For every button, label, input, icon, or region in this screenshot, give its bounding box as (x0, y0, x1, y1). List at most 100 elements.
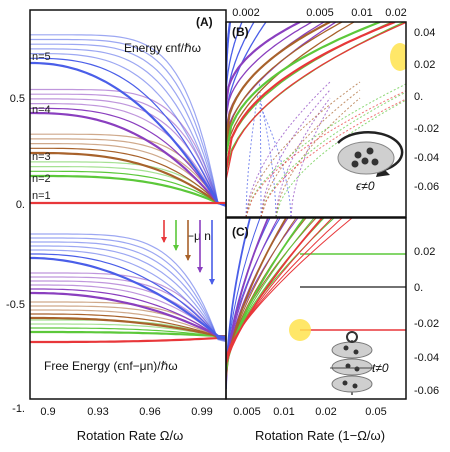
panel-b-frame (225, 21, 407, 218)
b-dotted-0-1 (259, 90, 262, 217)
energy-curve-n5-2 (30, 53, 226, 207)
arrow-head-4 (209, 279, 215, 285)
c-curve-0-1 (226, 218, 261, 387)
energy-curve-n4-0 (30, 111, 226, 206)
energy-curve-n4-1 (30, 107, 226, 206)
b-ytick-neg0.04: -0.04 (414, 152, 439, 164)
free-energy-curve-n3-0 (30, 316, 226, 338)
b-xtick-0.02: 0.02 (385, 7, 406, 19)
arrow-head-1 (173, 245, 179, 251)
energy-curve-n2-1 (30, 170, 226, 205)
energy-curve-n5-0 (30, 61, 226, 207)
a-ytick-0.5: 0.5 (10, 93, 25, 105)
level-label-n3: n=3 (32, 151, 51, 163)
panel-c-frame (225, 217, 407, 400)
arrow-head-0 (161, 237, 167, 243)
energy-curve-n5-4 (30, 43, 226, 207)
free-energy-curve-n2-0 (30, 330, 226, 338)
energy-curve-n4-4 (30, 93, 226, 206)
c-curve-0-0 (226, 218, 251, 390)
energy-curve-n5-3 (30, 48, 226, 207)
level-label-n1: n=1 (32, 190, 51, 202)
c-curve-3-0 (226, 218, 305, 372)
b-dotted-1-3 (290, 105, 331, 217)
energy-curve-n3-3 (30, 138, 226, 205)
panel-c-label: (C) (232, 225, 249, 239)
free-energy-annotation: Free Energy (ϵnf−μn)/ℏω (44, 359, 178, 373)
b-dotted-1-0 (245, 81, 331, 217)
b-dotted-4-1 (260, 98, 406, 217)
b-curve-0-3 (226, 22, 267, 119)
b-dotted-0-0 (245, 81, 261, 217)
c-curve-1-1 (226, 218, 279, 381)
free-energy-curve-n5-0 (30, 256, 226, 339)
c-ytick-neg0.06: -0.06 (414, 385, 439, 397)
b-curve-4-0 (226, 22, 396, 171)
c-curve-2-0 (226, 218, 287, 378)
free-energy-curve-n4-1 (30, 288, 226, 339)
b-ytick-0.04: 0.04 (414, 27, 435, 39)
arrow-head-2 (185, 255, 191, 261)
free-energy-curve-n5-6 (30, 233, 226, 343)
a-ytick-0: 0. (16, 199, 25, 211)
b-ytick-neg0.02: -0.02 (414, 123, 439, 135)
free-energy-curve-n4-0 (30, 291, 226, 338)
panel-c-curves (226, 218, 406, 390)
b-ytick-0: 0. (414, 91, 423, 103)
c-xtick-0.005: 0.005 (233, 406, 261, 418)
b-xtick-0.002: 0.002 (232, 7, 260, 19)
panel-b-curves (226, 22, 406, 217)
c-xtick-0.02: 0.02 (315, 406, 336, 418)
inset-b-rotating-cloud (337, 131, 404, 177)
mu-shift-label: −μ n (187, 229, 211, 243)
inset-b-label: ϵ≠0 (356, 179, 375, 193)
b-ytick-0.02: 0.02 (414, 59, 435, 71)
level-label-n5: n=5 (32, 51, 51, 63)
free-energy-curve-n2-2 (30, 323, 226, 339)
energy-curve-n5-6 (30, 34, 226, 207)
free-energy-curve-n3-1 (30, 313, 226, 338)
energy-curve-n4-5 (30, 88, 226, 206)
c-curve-1-0 (226, 218, 269, 384)
c-curve-1-2 (226, 218, 289, 378)
free-energy-curve-n3-2 (30, 309, 226, 339)
a-xtick-0.96: 0.96 (139, 406, 160, 418)
b-xtick-0.01: 0.01 (351, 7, 372, 19)
free-energy-curve-n4-2 (30, 284, 226, 339)
panel-b-label: (B) (232, 25, 249, 39)
b-dotted-3-1 (260, 91, 406, 217)
c-highlight (289, 319, 311, 341)
b-curve-4-1 (226, 22, 406, 181)
b-curve-3-0 (226, 22, 381, 156)
a-xtick-0.93: 0.93 (87, 406, 108, 418)
energy-curve-n2-0 (30, 174, 226, 205)
b-dotted-1-2 (275, 97, 331, 217)
b-curve-2-0 (226, 22, 331, 141)
free-energy-curve-n1-0 (30, 336, 226, 344)
b-dotted-2-0 (245, 81, 361, 217)
b-curve-2-1 (226, 22, 343, 149)
b-curve-1-1 (226, 22, 313, 119)
energy-curve-n5-5 (30, 38, 226, 207)
c-ytick-0.02: 0.02 (414, 246, 435, 258)
b-curve-0-1 (226, 22, 243, 101)
c-ytick-0: 0. (414, 282, 423, 294)
c-curve-2-1 (226, 218, 297, 375)
inset-c-tunnel-stack (330, 331, 374, 395)
c-ytick-neg0.04: -0.04 (414, 352, 439, 364)
free-energy-curve-n4-3 (30, 280, 226, 340)
inset-c-label: t≠0 (372, 361, 389, 375)
energy-annotation: Energy ϵnf/ℏω (124, 41, 201, 55)
energy-curve-n3-0 (30, 151, 226, 206)
level-label-n4: n=4 (32, 104, 51, 116)
free-energy-curve-n4-4 (30, 276, 226, 341)
b-dotted-3-0 (245, 83, 406, 217)
a-xtick-0.9: 0.9 (40, 406, 55, 418)
b-ytick-neg0.06: -0.06 (414, 181, 439, 193)
free-energy-curve-n5-5 (30, 237, 226, 342)
arrow-head-3 (197, 267, 203, 273)
c-xtick-0.01: 0.01 (273, 406, 294, 418)
energy-curve-n3-4 (30, 133, 226, 205)
a-ytick-neg1: -1. (12, 403, 25, 415)
c-curve-4-3 (226, 218, 353, 357)
